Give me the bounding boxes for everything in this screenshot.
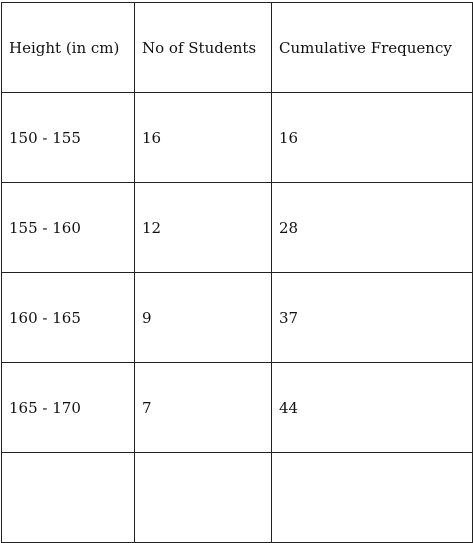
cell-height <box>1 452 135 543</box>
table-row: 165 - 170 7 44 <box>1 362 473 453</box>
cell-students <box>134 452 272 543</box>
cell-height: 165 - 170 <box>1 362 135 453</box>
header-no-of-students: No of Students <box>134 2 272 93</box>
cell-height: 160 - 165 <box>1 272 135 363</box>
cell-cumulative: 16 <box>271 92 473 183</box>
table-header-row: Height (in cm) No of Students Cumulative… <box>1 2 473 93</box>
cell-students: 9 <box>134 272 272 363</box>
cell-students: 12 <box>134 182 272 273</box>
cell-cumulative: 44 <box>271 362 473 453</box>
cell-students: 16 <box>134 92 272 183</box>
table-row: 155 - 160 12 28 <box>1 182 473 273</box>
table-row: 160 - 165 9 37 <box>1 272 473 363</box>
table-row <box>1 452 473 543</box>
cell-cumulative: 37 <box>271 272 473 363</box>
cell-height: 155 - 160 <box>1 182 135 273</box>
cell-cumulative <box>271 452 473 543</box>
cell-students: 7 <box>134 362 272 453</box>
header-cumulative-frequency: Cumulative Frequency <box>271 2 473 93</box>
cell-height: 150 - 155 <box>1 92 135 183</box>
header-height: Height (in cm) <box>1 2 135 93</box>
table-row: 150 - 155 16 16 <box>1 92 473 183</box>
cell-cumulative: 28 <box>271 182 473 273</box>
